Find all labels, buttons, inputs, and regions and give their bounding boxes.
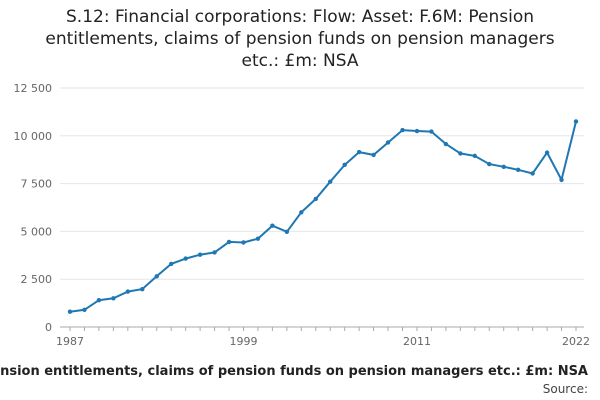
data-points (67, 119, 579, 314)
footer-text: S.12: Financial corporations: Flow: Asse… (0, 364, 588, 379)
y-tick-label: 5 000 (21, 225, 53, 238)
data-point (169, 261, 174, 267)
data-point (154, 274, 159, 279)
data-point (212, 250, 217, 255)
data-point (299, 210, 304, 215)
data-point (183, 256, 188, 261)
data-point (328, 179, 333, 184)
data-point (140, 286, 145, 292)
data-point (255, 236, 261, 241)
x-tick-label: 1987 (56, 335, 84, 348)
data-point (429, 129, 434, 134)
data-point (270, 223, 275, 228)
footer-caption: S.12: Financial corporations: Flow: Asse… (0, 364, 600, 382)
y-tick-label: 0 (45, 321, 52, 334)
chart-title: S.12: Financial corporations: Flow: Asse… (20, 6, 580, 72)
data-point (458, 151, 463, 156)
data-point (385, 140, 391, 145)
x-axis: 1987 1999 2011 2022 (56, 327, 590, 348)
y-tick-label: 10 000 (14, 130, 53, 143)
chart-title-line: S.12: Financial corporations: Flow: Asse… (66, 7, 534, 27)
data-point (226, 239, 232, 245)
y-axis: 0 2 500 5 000 7 500 10 000 12 500 (14, 82, 53, 334)
data-point (82, 307, 87, 312)
chart-title-line: etc.: £m: NSA (241, 51, 359, 71)
source-label: Source: (542, 382, 588, 396)
y-tick-label: 2 500 (21, 273, 53, 286)
data-point (356, 149, 362, 155)
data-point (501, 164, 506, 169)
data-point (342, 162, 347, 168)
data-point (400, 127, 405, 133)
data-point (284, 229, 290, 234)
x-tick-label: 2011 (403, 335, 431, 348)
gridlines (60, 87, 584, 328)
data-point (487, 161, 492, 167)
x-tick-label: 2022 (562, 335, 590, 348)
y-tick-label: 7 500 (21, 178, 53, 191)
data-point (559, 177, 564, 182)
data-point (414, 128, 420, 134)
data-point (96, 298, 102, 303)
series-line (69, 121, 577, 313)
data-point (313, 196, 318, 202)
x-tick-label: 1999 (229, 335, 257, 348)
data-point (443, 141, 449, 147)
data-point (371, 152, 376, 158)
data-point (472, 153, 477, 159)
data-point (573, 119, 579, 124)
data-point (515, 167, 521, 173)
data-point (111, 296, 116, 301)
data-point (197, 252, 203, 257)
y-tick-label: 12 500 (14, 82, 53, 95)
chart-title-line: entitlements, claims of pension funds on… (45, 29, 555, 49)
data-point (241, 240, 246, 245)
data-point (530, 171, 535, 176)
data-point (67, 309, 73, 314)
data-point (125, 289, 131, 294)
data-point (544, 150, 550, 155)
